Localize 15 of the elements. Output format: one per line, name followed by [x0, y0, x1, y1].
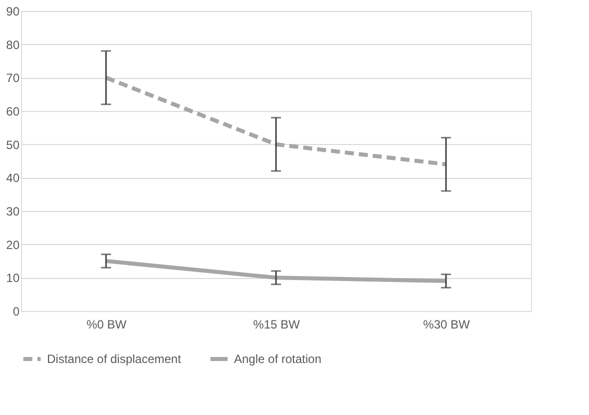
y-tick-label: 20	[6, 238, 20, 252]
y-tick-label: 60	[6, 104, 20, 118]
x-tick-label: %30 BW	[423, 318, 471, 332]
legend-label: Distance of displacement	[47, 352, 182, 366]
x-tick-label: %15 BW	[253, 318, 301, 332]
y-tick-label: 30	[6, 204, 20, 218]
y-tick-label: 70	[6, 71, 20, 86]
y-tick-label: 10	[6, 271, 20, 286]
y-tick-label: 50	[6, 138, 20, 152]
legend-label: Angle of rotation	[234, 352, 322, 366]
y-tick-label: 90	[6, 4, 20, 18]
y-tick-label: 80	[6, 38, 20, 52]
y-tick-label: 0	[12, 304, 20, 318]
x-tick-label: %0 BW	[86, 318, 128, 332]
y-tick-label: 40	[6, 171, 20, 186]
